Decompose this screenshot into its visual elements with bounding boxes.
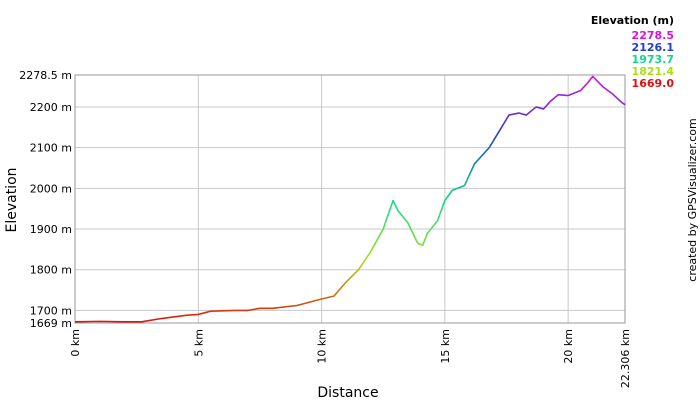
x-tick-label: 0 km <box>69 329 82 357</box>
y-tick-label: 2278.5 m <box>19 69 72 82</box>
legend-label: 2278.5 <box>632 29 674 42</box>
legend-label: 1669.0 <box>632 77 675 90</box>
x-tick-label: 10 km <box>316 329 329 364</box>
x-tick-label: 22.306 km <box>619 329 632 388</box>
y-tick-label: 1900 m <box>30 223 72 236</box>
credit: created by GPSVisualizer.com <box>686 118 699 281</box>
legend-title: Elevation (m) <box>591 14 674 27</box>
y-tick-label: 1700 m <box>30 304 72 317</box>
y-tick-label: 1669 m <box>30 317 72 330</box>
x-tick-label: 15 km <box>439 329 452 364</box>
x-tick-label: 5 km <box>192 329 205 357</box>
x-tick-label: 20 km <box>562 329 575 364</box>
y-tick-label: 2200 m <box>30 101 72 114</box>
y-axis-title: Elevation <box>4 167 20 232</box>
legend-label: 1821.4 <box>632 65 675 78</box>
y-tick-label: 1800 m <box>30 264 72 277</box>
y-tick-label: 2000 m <box>30 182 72 195</box>
elevation-line <box>74 75 626 323</box>
x-axis-title: Distance <box>317 385 378 400</box>
plot-border <box>74 74 626 324</box>
legend-label: 1973.7 <box>632 53 674 66</box>
y-tick-label: 2100 m <box>30 142 72 155</box>
legend-label: 2126.1 <box>632 41 674 54</box>
